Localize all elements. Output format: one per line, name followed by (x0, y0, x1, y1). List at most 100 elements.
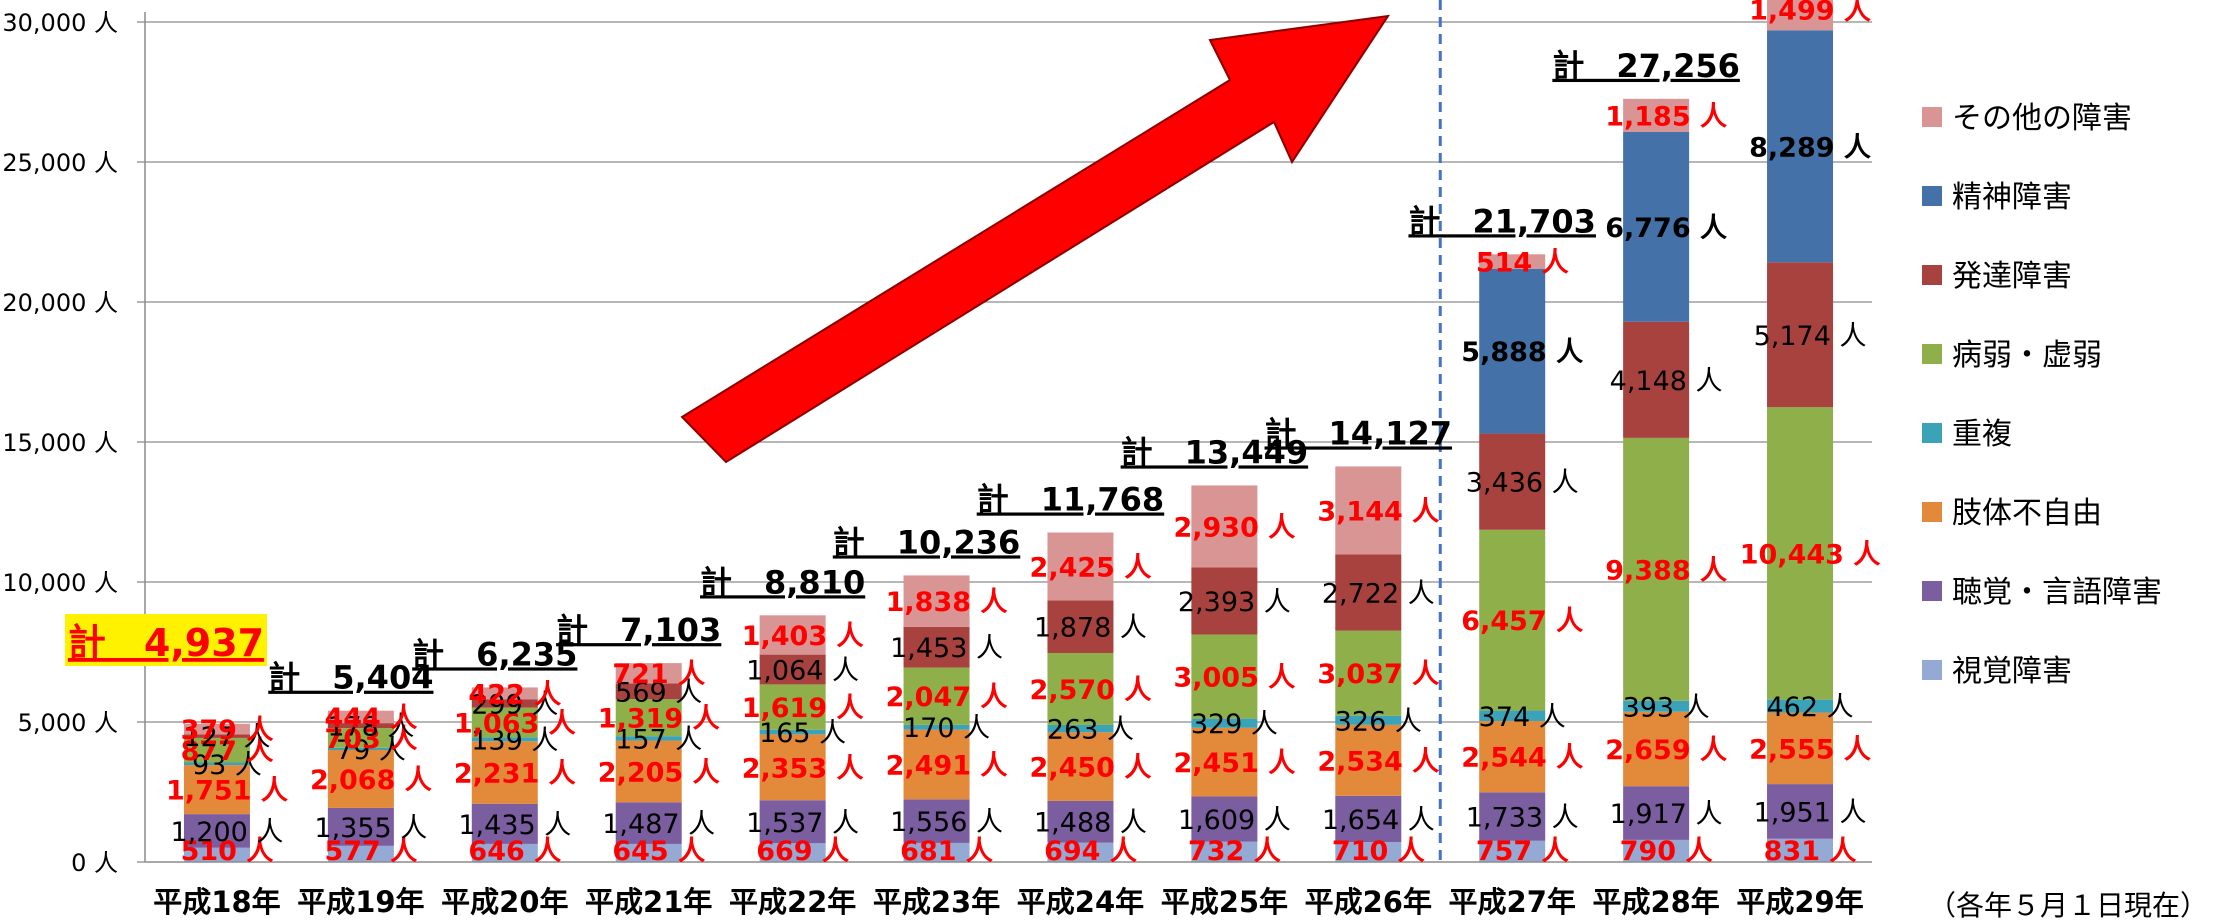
bar-segment (1623, 711, 1690, 787)
data-label: 2,555 人 (1749, 734, 1871, 765)
data-label: 10,443 人 (1740, 539, 1881, 570)
data-label: 422 人 (468, 679, 561, 710)
data-label: 263 人 (1047, 715, 1134, 746)
legend-label: 視覚障害 (1952, 654, 2072, 689)
bar-segment (471, 707, 538, 738)
data-label: 1,488 人 (1034, 808, 1147, 839)
bar-segment (1047, 532, 1114, 601)
bar-segment (903, 842, 970, 862)
data-label: 93 人 (192, 750, 262, 781)
data-label: 1,064 人 (746, 656, 859, 687)
bar-segment (1191, 718, 1258, 728)
data-label: 877 人 (181, 736, 274, 767)
data-label: 139 人 (471, 725, 558, 756)
bar-segment (615, 699, 682, 737)
bar-segment (903, 626, 970, 668)
bar-segment (903, 729, 970, 800)
bar-segment (1767, 838, 1834, 862)
bar-segment (759, 843, 826, 862)
data-label: 79 人 (336, 735, 406, 766)
bar-segment (759, 800, 826, 844)
data-label: 577 人 (324, 836, 417, 867)
data-label: 2,353 人 (742, 753, 864, 784)
data-label: 5,888 人 (1461, 337, 1583, 368)
data-label: 2,570 人 (1030, 675, 1152, 706)
data-label: 1,453 人 (890, 633, 1003, 664)
bar-segment (1479, 840, 1546, 862)
bar-segment (327, 723, 394, 729)
bar-segment (471, 737, 538, 742)
bar-segment (1623, 786, 1690, 840)
bar-segment (759, 654, 826, 685)
data-label: 2,205 人 (598, 757, 720, 788)
data-label: 178 人 (327, 712, 414, 743)
y-tick-label: 10,000 人 (2, 569, 118, 597)
bar-segment (1479, 792, 1546, 841)
y-tick-label: 0 人 (71, 849, 118, 877)
bar-segment (1767, 699, 1834, 713)
bar-segment (327, 710, 394, 724)
data-label: 4,148 人 (1610, 366, 1723, 397)
data-label: 2,450 人 (1030, 753, 1152, 784)
grid-lines (145, 21, 1872, 723)
legend-swatch (1922, 107, 1942, 127)
bar-segment (1047, 732, 1114, 801)
bar-segment (1767, 30, 1834, 263)
data-label: 1,619 人 (742, 693, 864, 724)
bar-segment (759, 729, 826, 735)
data-label: 170 人 (903, 713, 990, 744)
bar-segment (1047, 600, 1114, 653)
data-label: 2,425 人 (1030, 552, 1152, 583)
bar-segment (1335, 554, 1402, 631)
total-label: 計 7,103 (556, 611, 721, 649)
total-label: 計 14,127 (1265, 414, 1453, 452)
data-label: 2,393 人 (1178, 587, 1291, 618)
x-tick-label: 平成28年 (1592, 885, 1719, 919)
data-label: 1,733 人 (1466, 803, 1579, 834)
bar-segment (1767, 0, 1834, 31)
bar-segment (903, 667, 970, 725)
bar-segment (183, 734, 250, 738)
data-label: 646 人 (468, 836, 561, 867)
bar-segment (183, 814, 250, 848)
bar-segment (1335, 630, 1402, 716)
data-label: 299 人 (471, 689, 558, 720)
bar-segment (183, 762, 250, 766)
legend-label: 病弱・虚弱 (1952, 338, 2102, 373)
bar-segment (1479, 710, 1546, 722)
total-label: 計 11,768 (977, 480, 1165, 518)
bar-segment (327, 845, 394, 862)
bar-segment (615, 843, 682, 862)
y-tick-label: 30,000 人 (2, 9, 118, 37)
data-label: 1,355 人 (314, 813, 427, 844)
total-label: 計 4,937 (68, 621, 264, 665)
legend-swatch (1922, 186, 1942, 206)
data-label: 462 人 (1766, 692, 1853, 723)
data-label: 514 人 (1476, 248, 1569, 279)
bar-segment (1047, 800, 1114, 843)
total-label: 計 8,810 (700, 563, 865, 601)
data-label: 1,751 人 (166, 776, 288, 807)
bar-segment (183, 847, 250, 862)
x-tick-label: 平成29年 (1736, 885, 1863, 919)
bar-segment (183, 737, 250, 763)
total-label: 計 10,236 (833, 523, 1021, 561)
x-tick-label: 平成22年 (729, 885, 856, 919)
data-label: 326 人 (1335, 706, 1422, 737)
x-tick-label: 平成21年 (585, 885, 712, 919)
data-label: 6,457 人 (1461, 606, 1583, 637)
bar-segment (1623, 321, 1690, 438)
data-label: 3,037 人 (1317, 659, 1439, 690)
legend-swatch (1922, 581, 1942, 601)
bar-segment (471, 803, 538, 844)
bar-segment (183, 765, 250, 815)
bar-segment (759, 615, 826, 655)
x-tick-label: 平成19年 (297, 885, 424, 919)
data-label: 721 人 (612, 659, 705, 690)
arrow-shape (680, 14, 1391, 464)
data-label: 1,063 人 (454, 708, 576, 739)
x-tick-label: 平成18年 (153, 885, 280, 919)
data-label: 669 人 (756, 836, 849, 867)
x-tick-label: 平成27年 (1449, 885, 1576, 919)
data-label: 3,005 人 (1173, 663, 1295, 694)
